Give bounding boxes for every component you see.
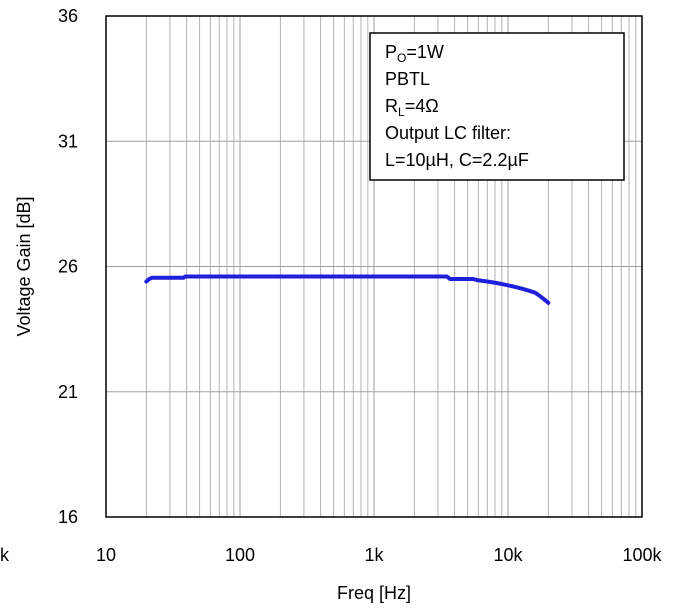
x-axis-title: Freq [Hz] (337, 583, 411, 603)
plot-frame (105, 15, 643, 518)
x-tick-label: 10k (493, 545, 523, 565)
annotation-subscript: O (397, 51, 406, 65)
annotation-rest: =1W (406, 42, 444, 62)
y-tick-label: 31 (58, 131, 78, 151)
x-tick-label: k (0, 545, 10, 565)
y-tick-label: 36 (58, 6, 78, 26)
x-tick-label: 100k (622, 545, 662, 565)
x-tick-label: 10 (96, 545, 116, 565)
series-line (144, 274, 551, 305)
annotation-main: L=10µH, C=2.2µF (385, 150, 529, 170)
annotation-main: R (385, 96, 398, 116)
annotation-line: L=10µH, C=2.2µF (385, 150, 529, 170)
annotation-rest: =4Ω (405, 96, 439, 116)
x-tick-label: 100 (225, 545, 255, 565)
y-tick-label: 26 (58, 257, 78, 277)
axes-layer (105, 15, 643, 518)
annotation-line: PO=1W (385, 42, 444, 65)
annotation-line: PBTL (385, 69, 430, 89)
annotation-layer: PO=1W PBTL RL=4Ω Output LC filter: L=10µH, … (369, 32, 625, 181)
x-tick-label: 1k (364, 545, 384, 565)
labels-layer: 10 100 1k 10k 100k k 16 21 26 31 36 Freq [Hz] Voltag… (0, 6, 663, 603)
series-layer (144, 274, 551, 305)
annotation-main: PBTL (385, 69, 430, 89)
annotation-line: RL=4Ω (385, 96, 439, 119)
annotation-subscript: L (398, 105, 405, 119)
annotation-main: Output LC filter: (385, 123, 511, 143)
y-tick-label: 16 (58, 507, 78, 527)
annotation-line: Output LC filter: (385, 123, 511, 143)
y-tick-label: 21 (58, 382, 78, 402)
annotation-box (369, 32, 625, 181)
y-axis-title: Voltage Gain [dB] (14, 196, 34, 336)
annotation-main: P (385, 42, 397, 62)
